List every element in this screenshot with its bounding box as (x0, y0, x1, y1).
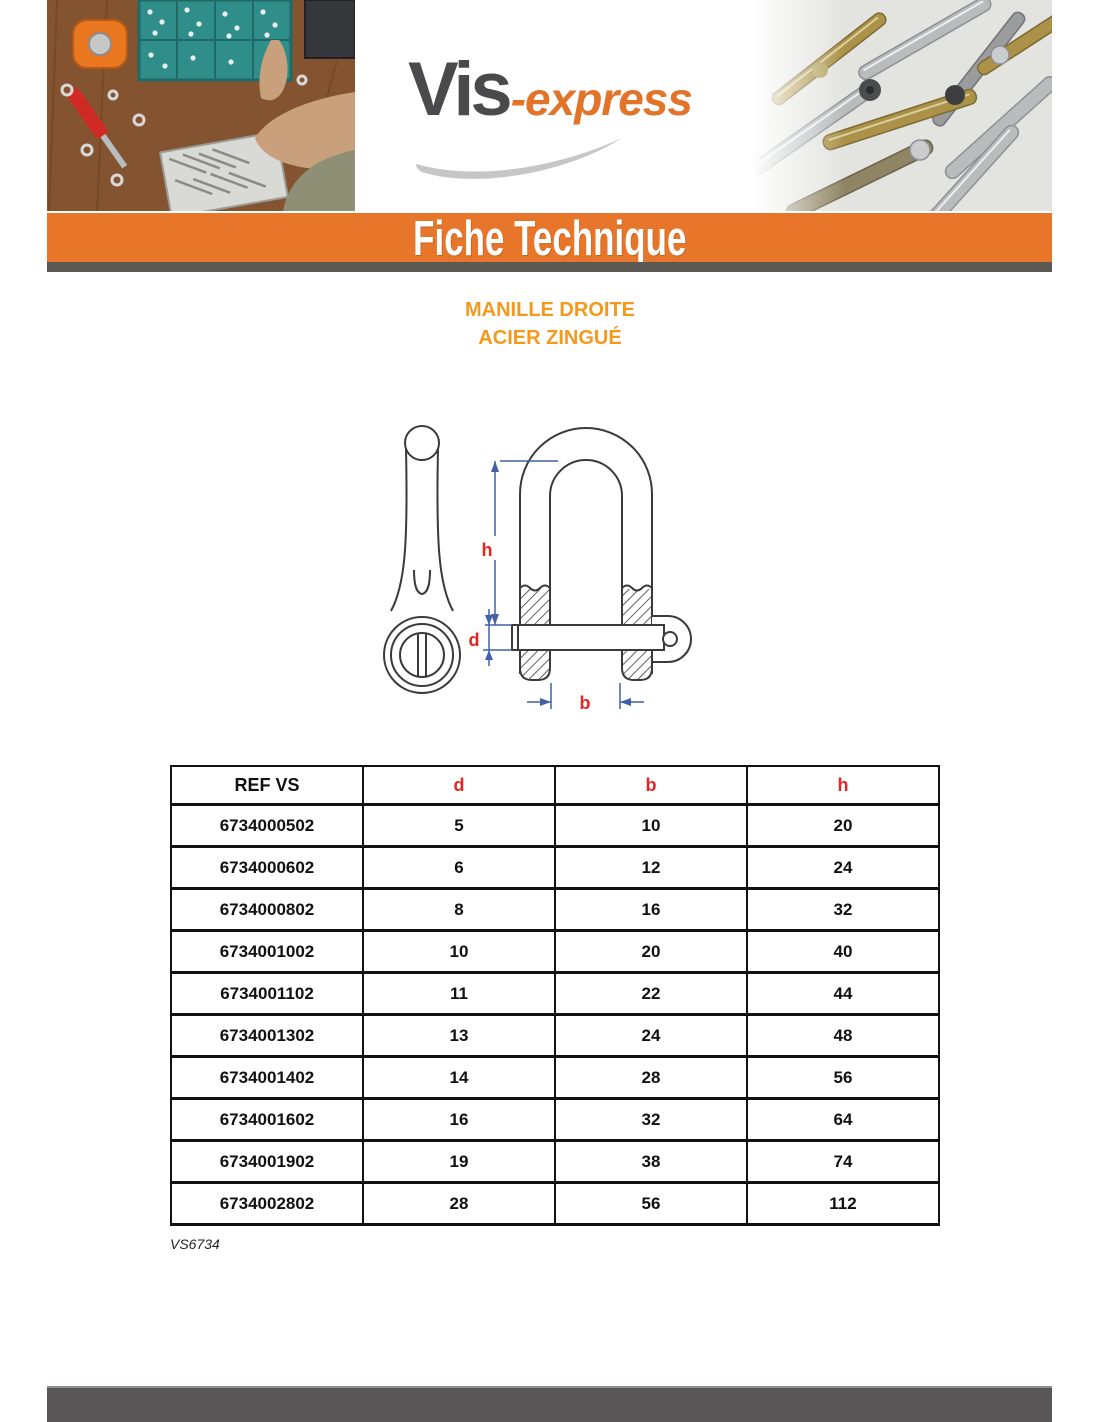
value-cell: 48 (746, 1013, 940, 1058)
fiche-technique-banner: Fiche Technique (47, 210, 1052, 265)
dimension-b: b (527, 683, 644, 713)
parts-box (304, 0, 355, 59)
ref-cell: 6734001102 (170, 971, 364, 1016)
value-cell: 12 (554, 845, 748, 890)
value-cell: 40 (746, 929, 940, 974)
table-row: 6734001302 13 24 48 (170, 1013, 940, 1058)
ref-cell: 6734002802 (170, 1181, 364, 1226)
table-row: 6734001402 14 28 56 (170, 1055, 940, 1100)
value-cell: 24 (746, 845, 940, 890)
dimension-label-b: b (580, 693, 591, 713)
value-cell: 22 (554, 971, 748, 1016)
value-cell: 16 (362, 1097, 556, 1142)
value-cell: 8 (362, 887, 556, 932)
value-cell: 20 (746, 803, 940, 848)
value-cell: 10 (362, 929, 556, 974)
spec-table-body: 6734000502 5 10 20 6734000602 6 12 24 6734000802… (170, 803, 940, 1226)
product-title-line2: ACIER ZINGUÉ (478, 327, 622, 349)
value-cell: 32 (554, 1097, 748, 1142)
vis-express-logo: Vis -express (408, 47, 708, 179)
footer-bar (47, 1386, 1052, 1422)
value-cell: 38 (554, 1139, 748, 1184)
washers (60, 74, 308, 187)
column-header-h: h (746, 765, 940, 806)
value-cell: 24 (554, 1013, 748, 1058)
ref-cell: 6734001402 (170, 1055, 364, 1100)
ref-cell: 6734001602 (170, 1097, 364, 1142)
shackle-side-view (383, 425, 461, 694)
value-cell: 20 (554, 929, 748, 974)
ref-cell: 6734000802 (170, 887, 364, 932)
table-row: 6734000502 5 10 20 (170, 803, 940, 848)
product-title: MANILLE DROITE ACIER ZINGUÉ (0, 296, 1100, 352)
value-cell: 28 (554, 1055, 748, 1100)
table-row: 6734001602 16 32 64 (170, 1097, 940, 1142)
ref-cell: 6734001002 (170, 929, 364, 974)
dimension-label-d: d (469, 630, 480, 650)
value-cell: 112 (746, 1181, 940, 1226)
table-row: 6734001002 10 20 40 (170, 929, 940, 974)
dimension-d: d (469, 609, 512, 666)
dimension-label-h: h (482, 540, 493, 560)
screws-photo (750, 0, 1052, 211)
table-row: 6734000802 8 16 32 (170, 887, 940, 932)
column-header-d: d (362, 765, 556, 806)
logo-text-primary: Vis (408, 47, 513, 132)
footnote: VS6734 (170, 1236, 220, 1252)
value-cell: 10 (554, 803, 748, 848)
value-cell: 5 (362, 803, 556, 848)
tape-measure (72, 19, 128, 69)
table-row: 6734001102 11 22 44 (170, 971, 940, 1016)
ref-cell: 6734000602 (170, 845, 364, 890)
value-cell: 56 (554, 1181, 748, 1226)
value-cell: 16 (554, 887, 748, 932)
spec-table: REF VS d b h 6734000502 5 10 20 6734000602 6 1… (170, 765, 940, 1226)
value-cell: 14 (362, 1055, 556, 1100)
table-header-row: REF VS d b h (170, 765, 940, 806)
value-cell: 13 (362, 1013, 556, 1058)
dimension-h: h (482, 460, 558, 626)
value-cell: 44 (746, 971, 940, 1016)
banner-title: Fiche Technique (412, 209, 687, 266)
banner-bottom-strip (47, 262, 1052, 272)
value-cell: 74 (746, 1139, 940, 1184)
value-cell: 6 (362, 845, 556, 890)
ref-cell: 6734000502 (170, 803, 364, 848)
screw-tray (158, 130, 289, 211)
value-cell: 19 (362, 1139, 556, 1184)
hand (255, 40, 355, 211)
pin (511, 624, 665, 651)
logo-swoosh (416, 138, 622, 179)
value-cell: 28 (362, 1181, 556, 1226)
value-cell: 32 (746, 887, 940, 932)
value-cell: 56 (746, 1055, 940, 1100)
shackle-technical-drawing: h d b (383, 425, 692, 713)
column-header-b: b (554, 765, 748, 806)
column-header-ref: REF VS (170, 765, 364, 806)
ref-cell: 6734001902 (170, 1139, 364, 1184)
product-title-line1: MANILLE DROITE (465, 299, 635, 321)
table-row: 6734001902 19 38 74 (170, 1139, 940, 1184)
logo-text-secondary: -express (510, 73, 693, 125)
value-cell: 64 (746, 1097, 940, 1142)
value-cell: 11 (362, 971, 556, 1016)
table-row: 6734002802 28 56 112 (170, 1181, 940, 1226)
table-row: 6734000602 6 12 24 (170, 845, 940, 890)
shackle-front-view (511, 427, 692, 681)
ref-cell: 6734001302 (170, 1013, 364, 1058)
workbench-photo (47, 0, 355, 211)
screwdriver (67, 88, 128, 169)
